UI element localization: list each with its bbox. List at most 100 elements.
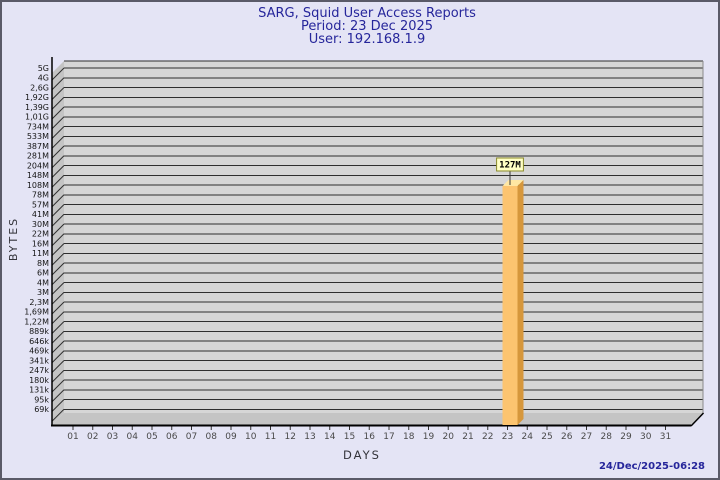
gridline-wall-connector (51, 96, 65, 110)
gridline-wall-connector (51, 311, 65, 325)
x-tick-label: 16 (364, 432, 376, 442)
x-tick-label: 15 (344, 432, 355, 442)
chart-period: Period: 23 Dec 2025 (300, 19, 434, 34)
y-tick-label: 734M (27, 122, 49, 131)
gridline-wall-connector (51, 262, 65, 276)
bar-value-label: 127M (499, 160, 521, 170)
gridline-wall-connector (51, 116, 65, 130)
bar-day-23 (502, 185, 518, 425)
bar-side-face (517, 179, 524, 425)
report-timestamp: 24/Dec/2025-06:28 (598, 461, 705, 472)
x-tick-label: 28 (601, 432, 613, 442)
y-tick-label: 8M (37, 259, 49, 268)
x-tick-label: 13 (304, 432, 315, 442)
chart-user: User: 192.168.1.9 (308, 32, 426, 47)
y-tick-label: 180k (29, 376, 49, 385)
x-tick-label: 06 (166, 432, 178, 442)
gridline-wall-connector (51, 272, 65, 286)
y-tick-label: 533M (27, 132, 49, 141)
gridline-wall-connector (51, 135, 65, 149)
y-tick-label: 69k (34, 405, 49, 414)
x-tick-label: 01 (67, 432, 78, 442)
x-tick-label: 17 (383, 432, 394, 442)
x-tick-label: 09 (225, 432, 237, 442)
y-tick-label: 889k (29, 327, 49, 336)
y-tick-label: 108M (27, 181, 49, 190)
gridline-wall-connector (51, 399, 65, 412)
y-tick-label: 281M (27, 152, 49, 161)
y-axis-title: BYTES (7, 216, 20, 262)
x-tick-label: 05 (146, 432, 157, 442)
y-tick-label: 41M (32, 210, 49, 219)
chart-header: SARG, Squid User Access Reports Period: … (152, 7, 582, 46)
gridline-wall-connector (51, 174, 65, 188)
gridline-wall-connector (51, 389, 65, 403)
x-tick-label: 30 (640, 432, 652, 442)
x-tick-label: 24 (522, 432, 534, 442)
gridline-wall-connector (51, 330, 65, 344)
gridline-wall-connector (51, 291, 65, 305)
y-tick-label: 1,39G (25, 103, 49, 112)
gridline-wall-connector (51, 301, 65, 315)
y-tick-label: 2,6G (30, 83, 49, 92)
x-tick-label: 07 (186, 432, 197, 442)
gridline-wall-connector (51, 204, 65, 217)
y-tick-label: 2,3M (29, 298, 49, 307)
gridline-wall-connector (51, 126, 65, 139)
floor (52, 413, 703, 425)
gridline-wall-connector (51, 233, 65, 247)
y-tick-label: 469k (29, 347, 49, 356)
x-tick-label: 21 (462, 432, 473, 442)
gridline-wall-connector (51, 184, 65, 198)
x-axis-title: DAYS (343, 448, 381, 462)
gridline-wall-connector (51, 165, 65, 178)
x-tick-label: 03 (107, 432, 118, 442)
x-tick-label: 19 (423, 432, 435, 442)
x-tick-label: 27 (581, 432, 592, 442)
y-tick-label: 131k (29, 386, 49, 395)
gridline-wall-connector (51, 340, 65, 354)
y-tick-label: 646k (29, 337, 49, 346)
x-tick-label: 18 (403, 432, 415, 442)
y-tick-label: 148M (27, 171, 49, 180)
x-tick-label: 25 (541, 432, 552, 442)
y-tick-label: 4G (38, 74, 49, 83)
y-tick-label: 95k (34, 395, 49, 404)
gridline-wall-connector (51, 213, 65, 227)
y-tick-label: 4M (37, 278, 49, 287)
gridline-wall-connector (51, 87, 65, 100)
y-tick-label: 341k (29, 356, 49, 365)
x-tick-label: 12 (285, 432, 296, 442)
gridline-wall-connector (51, 67, 65, 81)
y-tick-label: 1,01G (25, 113, 49, 122)
gridline-wall-connector (51, 252, 65, 266)
bar-top-face (502, 179, 524, 186)
y-tick-label: 1,69M (24, 308, 49, 317)
y-tick-label: 387M (27, 142, 49, 151)
gridline-wall-connector (51, 194, 65, 208)
y-tick-label: 78M (32, 191, 49, 200)
y-tick-label: 11M (32, 249, 49, 258)
x-tick-label: 23 (502, 432, 513, 442)
gridline-wall-connector (51, 77, 65, 91)
y-tick-label: 1,22M (24, 317, 49, 326)
x-tick-label: 11 (265, 432, 276, 442)
gridline-wall-connector (51, 145, 65, 159)
y-tick-label: 6M (37, 269, 49, 278)
y-tick-label: 30M (32, 220, 49, 229)
gridline-wall-connector (51, 350, 65, 364)
x-tick-label: 20 (443, 432, 455, 442)
x-tick-label: 22 (482, 432, 493, 442)
y-tick-label: 1,92G (25, 93, 49, 102)
x-tick-label: 10 (245, 432, 257, 442)
gridline-wall-connector (51, 408, 65, 422)
y-tick-label: 22M (32, 230, 49, 239)
y-tick-label: 3M (37, 288, 49, 297)
gridline-wall-connector (51, 155, 65, 169)
x-tick-label: 04 (127, 432, 139, 442)
y-tick-label: 5G (38, 64, 49, 73)
x-tick-label: 08 (206, 432, 218, 442)
back-wall (64, 61, 703, 413)
